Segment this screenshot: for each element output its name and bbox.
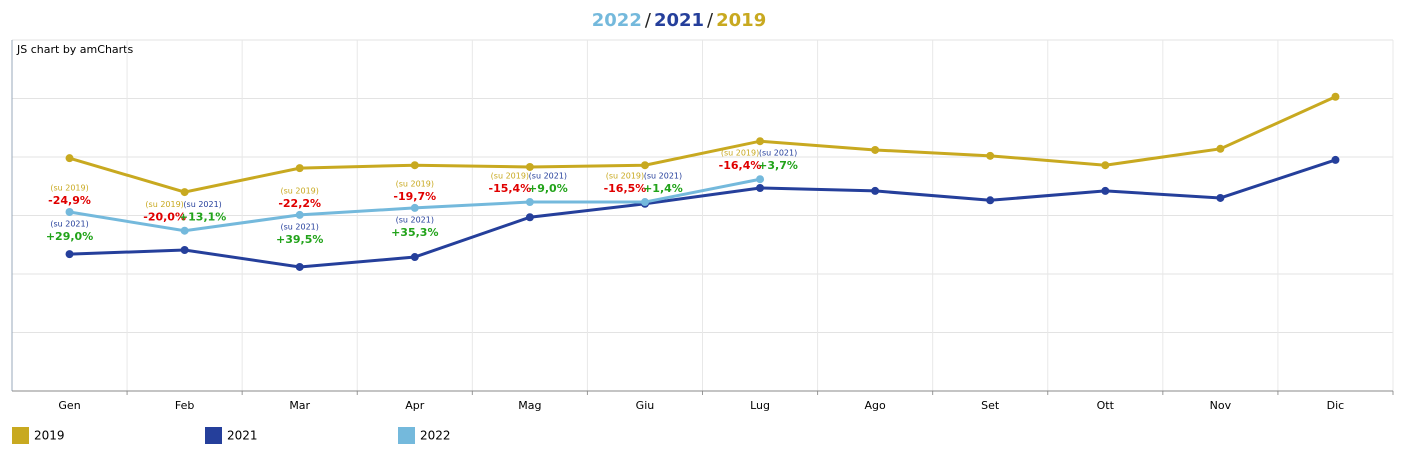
annotation-caption: (su 2019) — [606, 172, 644, 181]
series-point — [295, 210, 304, 219]
series-point — [1216, 193, 1225, 202]
annotation-value: -20,0% — [143, 211, 186, 224]
series-point — [1101, 186, 1110, 195]
title-separator: / — [707, 10, 714, 31]
x-tick-label: Mag — [518, 399, 541, 412]
x-tick-label: Feb — [175, 399, 194, 412]
annotation-value: +13,1% — [179, 211, 226, 224]
series-point — [640, 161, 649, 170]
series-point — [756, 175, 765, 184]
annotation-caption: (su 2021) — [396, 215, 434, 224]
x-tick-label: Set — [981, 399, 1000, 412]
legend-label: 2021 — [227, 429, 258, 443]
x-tick-label: Apr — [405, 399, 425, 412]
series-point — [1101, 161, 1110, 170]
annotation-value: -16,4% — [719, 159, 762, 172]
series-point — [871, 186, 880, 195]
title-separator: / — [645, 10, 652, 31]
series-point — [410, 253, 419, 262]
series-line — [69, 158, 1336, 269]
title-part: 2019 — [716, 10, 766, 31]
series-point — [180, 226, 189, 235]
series-point — [756, 184, 765, 193]
legend-label: 2019 — [34, 429, 65, 443]
annotation-caption: (su 2021) — [281, 222, 319, 231]
series-point — [1331, 155, 1340, 164]
annotation-value: +9,0% — [528, 182, 568, 195]
series-point — [1216, 144, 1225, 153]
x-tick-label: Nov — [1210, 399, 1232, 412]
annotation-value: -16,5% — [604, 182, 647, 195]
legend-label: 2022 — [420, 429, 451, 443]
credit: JS chart by amCharts — [16, 43, 133, 56]
annotation-caption: (su 2019) — [491, 172, 529, 181]
annotation-caption: (su 2021) — [644, 172, 682, 181]
x-tick-label: Gen — [58, 399, 80, 412]
x-tick-label: Dic — [1327, 399, 1345, 412]
annotation-value: +1,4% — [643, 182, 683, 195]
x-tick-label: Ago — [865, 399, 887, 412]
annotation-value: -19,7% — [393, 190, 436, 203]
series-point — [410, 161, 419, 170]
annotation-caption: (su 2019) — [145, 200, 183, 209]
x-tick-label: Ott — [1097, 399, 1115, 412]
series-point — [295, 164, 304, 173]
chart-title: 2022/2021/2019 — [592, 10, 766, 31]
series-point — [180, 188, 189, 197]
legend-swatch — [12, 427, 29, 444]
annotation-caption: (su 2019) — [396, 179, 434, 188]
annotation-caption: (su 2021) — [759, 149, 797, 158]
title-part: 2022 — [592, 10, 642, 31]
annotation-value: +39,5% — [276, 233, 323, 246]
annotation-value: -15,4% — [489, 182, 532, 195]
series-point — [986, 196, 995, 205]
annotation-value: +35,3% — [391, 226, 438, 239]
annotation-caption: (su 2019) — [721, 149, 759, 158]
series-point — [525, 213, 534, 222]
annotation-caption: (su 2021) — [183, 200, 221, 209]
legend-swatch — [205, 427, 222, 444]
series-point — [525, 162, 534, 171]
series-point — [65, 207, 74, 216]
annotation-caption: (su 2019) — [281, 186, 319, 195]
annotation-value: +3,7% — [758, 159, 798, 172]
legend-swatch — [398, 427, 415, 444]
series-point — [410, 203, 419, 212]
annotation-value: -24,9% — [48, 194, 91, 207]
series-point — [65, 250, 74, 259]
series-point — [1331, 92, 1340, 101]
x-tick-label: Mar — [289, 399, 310, 412]
series-point — [180, 246, 189, 255]
series-point — [65, 154, 74, 163]
annotation-caption: (su 2021) — [50, 219, 88, 228]
series-point — [295, 262, 304, 271]
annotation-caption: (su 2019) — [50, 183, 88, 192]
x-tick-label: Giu — [636, 399, 655, 412]
x-tick-label: Lug — [750, 399, 770, 412]
series-point — [871, 145, 880, 154]
annotation-value: +29,0% — [46, 230, 93, 243]
annotation-value: -22,2% — [278, 197, 321, 210]
series-line — [69, 95, 1337, 194]
title-part: 2021 — [654, 10, 704, 31]
series-point — [525, 198, 534, 207]
series-point — [640, 198, 649, 207]
series-point — [986, 151, 995, 160]
series-point — [756, 137, 765, 146]
annotation-caption: (su 2021) — [529, 172, 567, 181]
